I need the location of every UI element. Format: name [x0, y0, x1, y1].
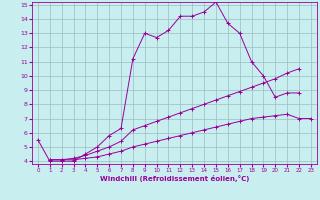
X-axis label: Windchill (Refroidissement éolien,°C): Windchill (Refroidissement éolien,°C): [100, 175, 249, 182]
